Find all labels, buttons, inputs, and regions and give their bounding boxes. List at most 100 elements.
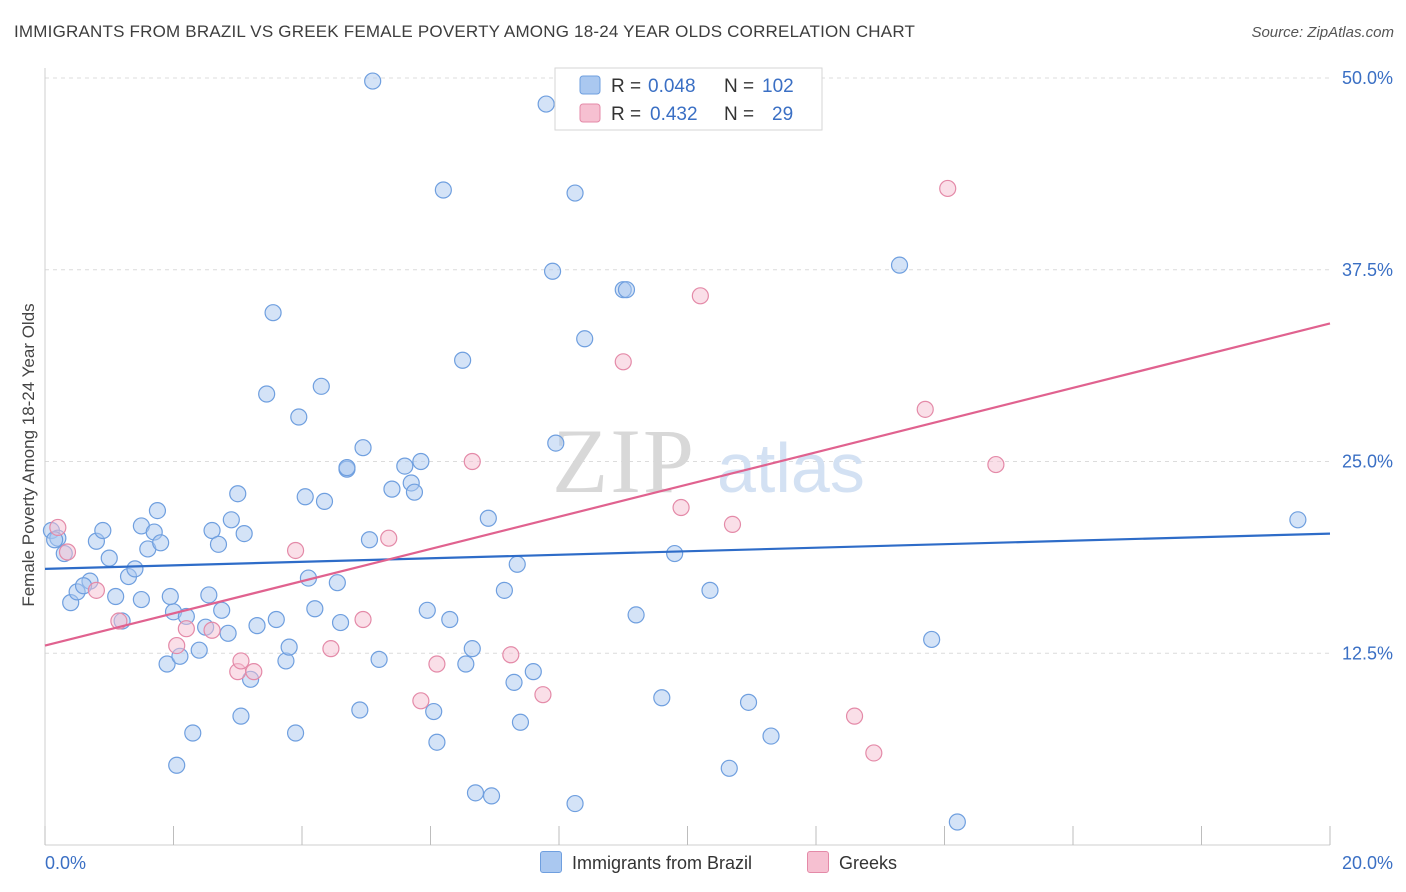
point-brazil-17: [148, 501, 167, 520]
point-brazil-71: [479, 509, 497, 527]
axes: [44, 68, 1331, 846]
watermark-atlas: atlas: [717, 429, 865, 507]
point-greeks-12: [412, 692, 430, 710]
legend-swatch-greeks: [807, 851, 829, 873]
point-greeks-25: [987, 455, 1005, 474]
point-brazil-89: [720, 759, 738, 777]
point-brazil-84: [617, 281, 636, 299]
point-brazil-62: [412, 452, 430, 471]
point-brazil-12: [126, 560, 144, 578]
point-brazil-63: [418, 601, 436, 619]
point-brazil-68: [457, 655, 475, 673]
point-brazil-77: [524, 663, 542, 681]
point-brazil-28: [203, 521, 221, 540]
point-brazil-85: [627, 606, 645, 624]
stats-r-label-pink: R =: [611, 104, 641, 125]
point-brazil-70: [466, 784, 485, 802]
point-brazil-30: [213, 601, 231, 619]
point-brazil-9: [107, 587, 125, 606]
x-tick-label-1: 20.0%: [1342, 853, 1393, 873]
point-brazil-50: [328, 574, 346, 592]
point-brazil-59: [396, 457, 414, 475]
point-brazil-80: [547, 434, 565, 452]
point-brazil-78: [537, 95, 555, 113]
point-brazil-86: [653, 689, 671, 707]
point-greeks-5: [203, 621, 221, 639]
point-brazil-97: [338, 459, 356, 477]
point-brazil-43: [286, 724, 305, 742]
chart-source: Source: ZipAtlas.com: [1251, 24, 1394, 41]
point-brazil-94: [1289, 511, 1307, 529]
point-brazil-96: [576, 330, 594, 348]
point-greeks-20: [691, 287, 709, 305]
stats-r-label-blue: R =: [611, 76, 641, 97]
point-brazil-66: [441, 610, 459, 629]
point-greeks-1: [58, 543, 77, 561]
point-brazil-72: [482, 787, 501, 805]
point-brazil-56: [364, 72, 382, 90]
point-greeks-0: [49, 518, 67, 537]
stats-n-label-pink: N =: [724, 104, 754, 125]
point-greeks-27: [177, 620, 195, 638]
point-brazil-34: [232, 707, 250, 725]
point-brazil-38: [258, 385, 276, 403]
point-greeks-26: [865, 744, 883, 762]
point-brazil-58: [383, 480, 401, 498]
point-greeks-4: [168, 636, 186, 655]
point-brazil-21: [168, 756, 186, 774]
point-brazil-73: [495, 581, 513, 599]
point-brazil-54: [354, 439, 372, 457]
trend-line-brazil: [44, 532, 1331, 570]
point-brazil-42: [280, 638, 298, 656]
point-brazil-40: [267, 610, 285, 629]
point-brazil-39: [264, 304, 282, 322]
point-greeks-2: [87, 581, 106, 599]
point-brazil-35: [235, 524, 253, 543]
stats-n-label-blue: N =: [724, 76, 754, 97]
legend-item-brazil: Immigrants from Brazil: [540, 851, 752, 874]
point-brazil-79: [543, 262, 562, 280]
trend-line-greeks: [44, 322, 1331, 647]
point-brazil-64: [425, 702, 443, 721]
y-tick-label-3: 50.0%: [1342, 68, 1393, 88]
trend-lines: [44, 322, 1331, 647]
point-brazil-53: [351, 701, 369, 719]
point-brazil-25: [190, 641, 208, 659]
point-greeks-11: [380, 529, 398, 547]
point-brazil-67: [454, 351, 472, 369]
point-brazil-27: [200, 586, 218, 604]
point-brazil-92: [890, 256, 909, 274]
watermark-zip: ZIP: [552, 410, 696, 512]
point-greeks-15: [502, 646, 520, 664]
stats-legend-swatch-blue: [579, 75, 601, 95]
legend-label-brazil: Immigrants from Brazil: [572, 853, 753, 873]
point-brazil-57: [370, 650, 388, 668]
point-greeks-10: [354, 610, 372, 629]
legend-swatch-brazil: [540, 851, 562, 873]
point-brazil-95: [434, 181, 452, 199]
point-brazil-81: [566, 184, 584, 202]
stats-legend-swatch-pink: [579, 103, 601, 123]
stats-legend: R = 0.048 N = 102 R = 0.432 N = 29: [554, 67, 823, 131]
point-brazil-18: [152, 534, 170, 552]
point-greeks-18: [614, 353, 632, 371]
stats-r-value-blue: 0.048: [648, 76, 696, 97]
y-axis-label: Female Poverty Among 18-24 Year Olds: [19, 303, 38, 606]
point-brazil-49: [315, 492, 334, 510]
point-brazil-88: [701, 581, 719, 599]
x-tick-label-0: 0.0%: [45, 853, 86, 873]
point-greeks-13: [428, 655, 446, 673]
point-brazil-29: [209, 535, 228, 553]
point-brazil-13: [132, 590, 150, 609]
chart-title: IMMIGRANTS FROM BRAZIL VS GREEK FEMALE P…: [14, 22, 916, 41]
point-brazil-75: [508, 555, 526, 573]
point-greeks-23: [916, 400, 934, 418]
point-brazil-7: [94, 521, 112, 540]
point-brazil-37: [248, 617, 266, 635]
point-brazil-69: [463, 640, 481, 658]
legend-item-greeks: Greeks: [807, 851, 897, 874]
y-tick-label-2: 37.5%: [1342, 260, 1393, 280]
point-brazil-51: [331, 613, 350, 632]
point-brazil-101: [161, 587, 179, 606]
point-brazil-61: [405, 483, 424, 501]
